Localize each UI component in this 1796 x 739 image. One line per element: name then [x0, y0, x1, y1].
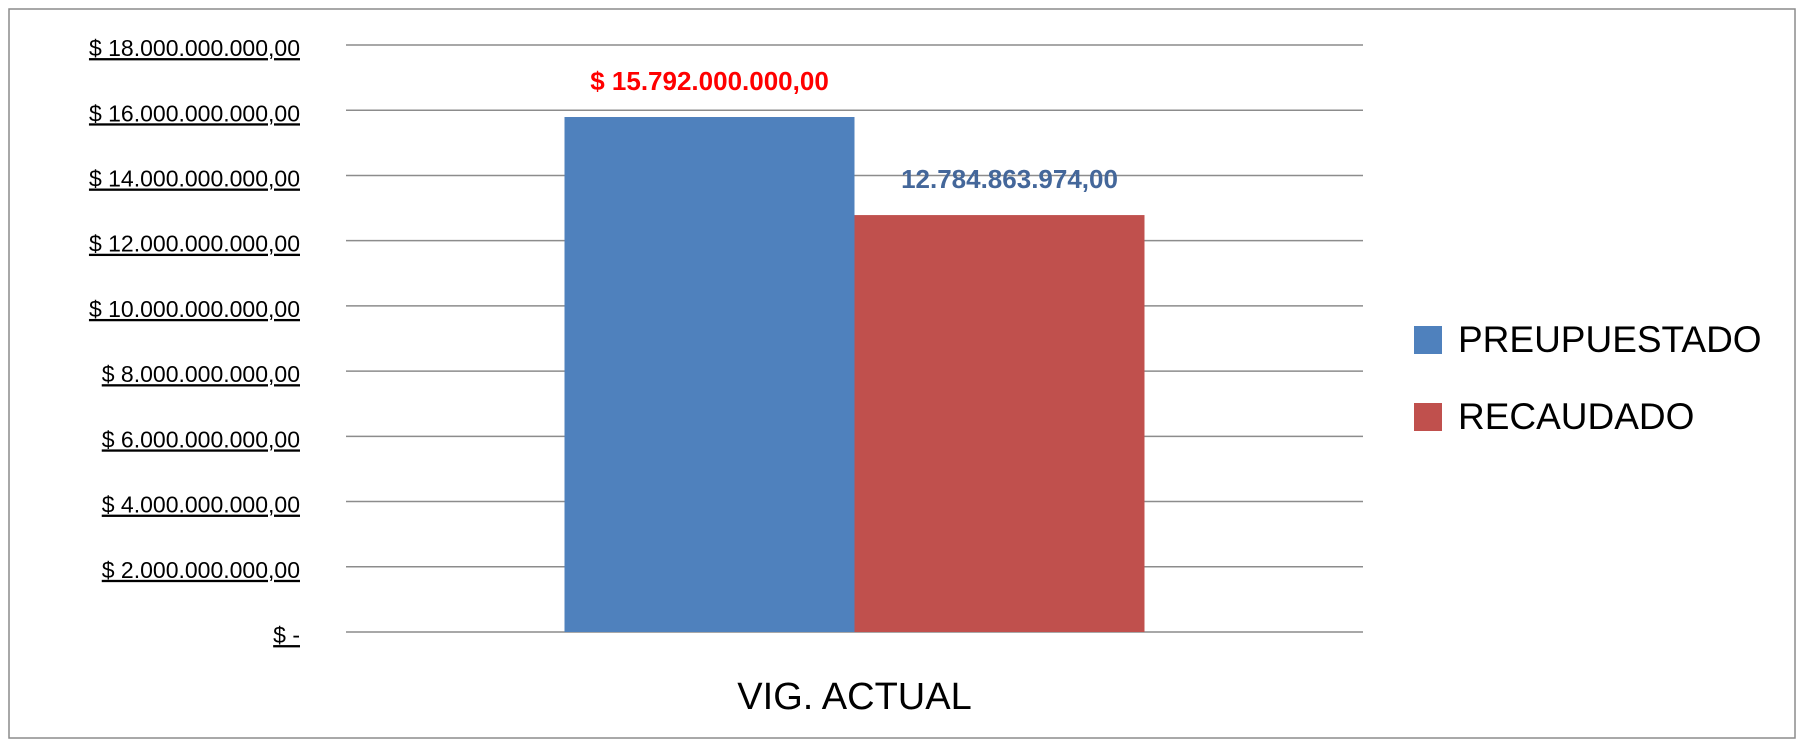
y-tick-label: $ - [273, 622, 300, 648]
legend-swatch [1414, 326, 1442, 354]
bar [564, 117, 855, 633]
y-tick-label: $ 16.000.000.000,00 [89, 100, 300, 126]
y-tick-label: $ 10.000.000.000,00 [89, 296, 300, 322]
value-label: $ 15.792.000.000,00 [590, 66, 829, 96]
legend-swatch [1414, 403, 1442, 431]
legend-label: RECAUDADO [1458, 396, 1694, 437]
y-tick-label: $ 2.000.000.000,00 [102, 557, 300, 583]
y-tick-label: $ 14.000.000.000,00 [89, 166, 300, 192]
x-tick-label: VIG. ACTUAL [737, 676, 971, 718]
legend-label: PREUPUESTADO [1458, 319, 1762, 360]
value-label: 12.784.863.974,00 [901, 164, 1118, 194]
y-tick-label: $ 4.000.000.000,00 [102, 492, 300, 518]
y-tick-label: $ 18.000.000.000,00 [89, 35, 300, 61]
y-tick-label: $ 8.000.000.000,00 [102, 361, 300, 387]
y-tick-label: $ 6.000.000.000,00 [102, 426, 300, 452]
y-tick-label: $ 12.000.000.000,00 [89, 231, 300, 257]
bar [854, 215, 1145, 632]
